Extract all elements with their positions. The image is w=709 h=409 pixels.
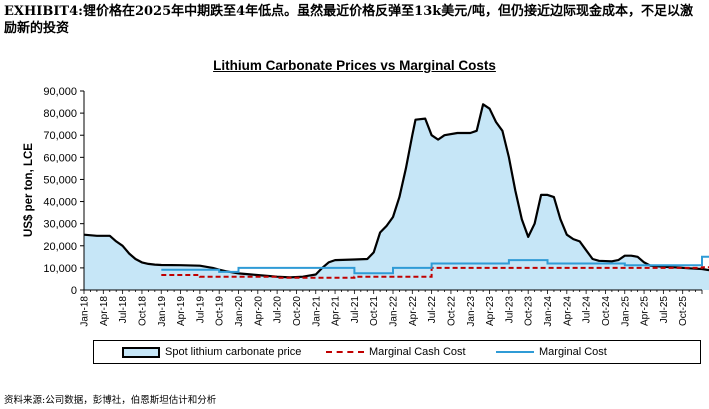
x-tick-label: Oct-24 [601,296,612,326]
x-tick-label: Oct-22 [446,296,457,326]
y-tick-label: 60,000 [43,152,77,164]
x-tick-label: Oct-21 [369,296,380,326]
x-tick-label: Jan-21 [311,296,322,327]
y-tick-label: 90,000 [43,86,77,98]
x-tick-label: Oct-23 [524,296,535,326]
x-tick-label: Oct-20 [292,296,303,326]
legend-swatch-marginal-cost [496,351,534,353]
y-tick-label: 50,000 [43,174,77,186]
exhibit-caption: EXHIBIT4:锂价格在2025年中期跌至4年低点。虽然最近价格反弹至13k美… [4,4,694,36]
x-tick-label: Jul-25 [659,296,670,324]
series-line-marginal-cash-cost [161,266,709,279]
x-tick-label: Apr-23 [485,296,496,326]
chart-legend: Spot lithium carbonate price Marginal Ca… [93,340,701,364]
x-tick-label: Jan-23 [466,296,477,327]
legend-item-marginal-cost: Marginal Cost [496,346,607,358]
y-tick-label: 80,000 [43,108,77,120]
series-area-spot-price [84,104,709,290]
x-tick-label: Jan-18 [80,296,91,327]
legend-label-spot: Spot lithium carbonate price [165,346,302,358]
x-tick-label: Oct-25 [678,296,689,326]
x-tick-label: Apr-24 [562,296,573,326]
x-tick-label: Jan-24 [543,296,554,327]
x-tick-label: Apr-22 [408,296,419,326]
y-tick-label: 0 [71,285,77,297]
y-tick-label: 40,000 [43,197,77,209]
source-note: 资料来源:公司数据，彭博社，伯恩斯坦估计和分析 [4,395,217,406]
axes: 0 10,000 20,000 30,000 40,000 50,000 60,000 70,… [43,86,703,327]
x-tick-label: Jan-22 [389,296,400,327]
legend-item-spot: Spot lithium carbonate price [122,346,301,358]
y-tick-label: 30,000 [43,219,77,231]
x-tick-label: Jul-20 [273,296,284,324]
x-tick-label: Jul-18 [118,296,129,324]
x-tick-label: Jul-23 [504,296,515,324]
y-tick-label: 10,000 [43,263,77,275]
y-tick-label: 20,000 [43,241,77,253]
legend-label-marginal-cash-cost: Marginal Cash Cost [369,346,466,358]
series-layer [83,103,709,290]
x-tick-label: Oct-19 [215,296,226,326]
x-tick-label: Jul-21 [350,296,361,324]
y-axis-label: US$ per ton, LCE [23,143,35,237]
x-tick-label: Jul-24 [582,296,593,324]
legend-swatch-spot [122,346,160,358]
x-tick-label: Apr-19 [176,296,187,326]
x-tick-label: Jul-22 [427,296,438,324]
chart-title: Lithium Carbonate Prices vs Marginal Cos… [213,58,496,73]
line-chart: 0 10,000 20,000 30,000 40,000 50,000 60,000 70,… [23,86,709,327]
x-tick-label: Jul-19 [195,296,206,324]
x-tick-label: Jan-20 [234,296,245,327]
x-tick-label: Apr-21 [331,296,342,326]
legend-item-marginal-cash-cost: Marginal Cash Cost [326,346,466,358]
x-tick-label: Jan-25 [620,296,631,327]
y-tick-label: 70,000 [43,130,77,142]
x-tick-label: Apr-25 [640,296,651,326]
x-tick-label: Apr-18 [99,296,110,326]
x-tick-label: Apr-20 [253,296,264,326]
x-tick-label: Jan-19 [157,296,168,327]
x-tick-label: Oct-18 [137,296,148,326]
legend-label-marginal-cost: Marginal Cost [539,346,607,358]
series-line-marginal-cost [161,255,709,275]
legend-swatch-marginal-cash-cost [326,351,364,353]
